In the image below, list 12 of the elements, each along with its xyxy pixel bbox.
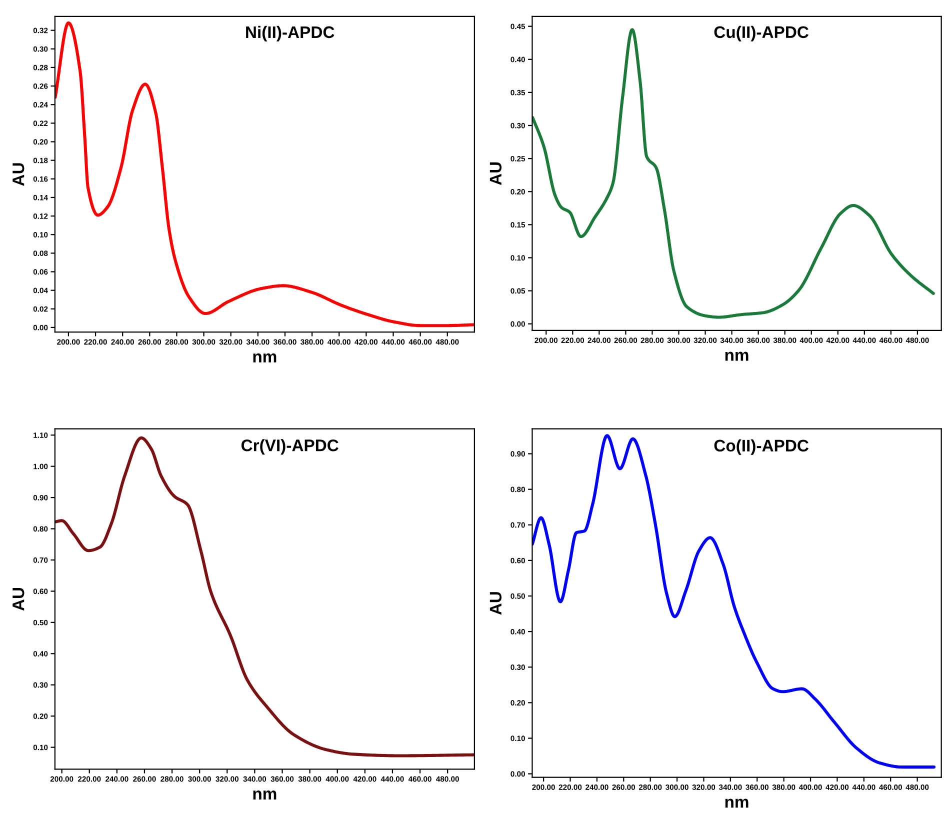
y-axis-title: AU [490, 592, 502, 615]
text: Cu(II)-APDC [714, 26, 809, 42]
text: Cr(VI)-APDC [241, 439, 338, 455]
text: Ni(II)-APDC [246, 26, 334, 42]
text: Co(II)-APDC [714, 439, 809, 455]
y-axis-title: AU [490, 162, 502, 186]
x-axis-title: nm [253, 353, 276, 362]
y-axis-title: AU [12, 588, 24, 611]
x-axis-title: nm [253, 790, 276, 800]
x-axis-title: nm [725, 352, 748, 361]
y-axis-title: AU [12, 163, 24, 186]
x-axis-title: nm [725, 798, 748, 808]
